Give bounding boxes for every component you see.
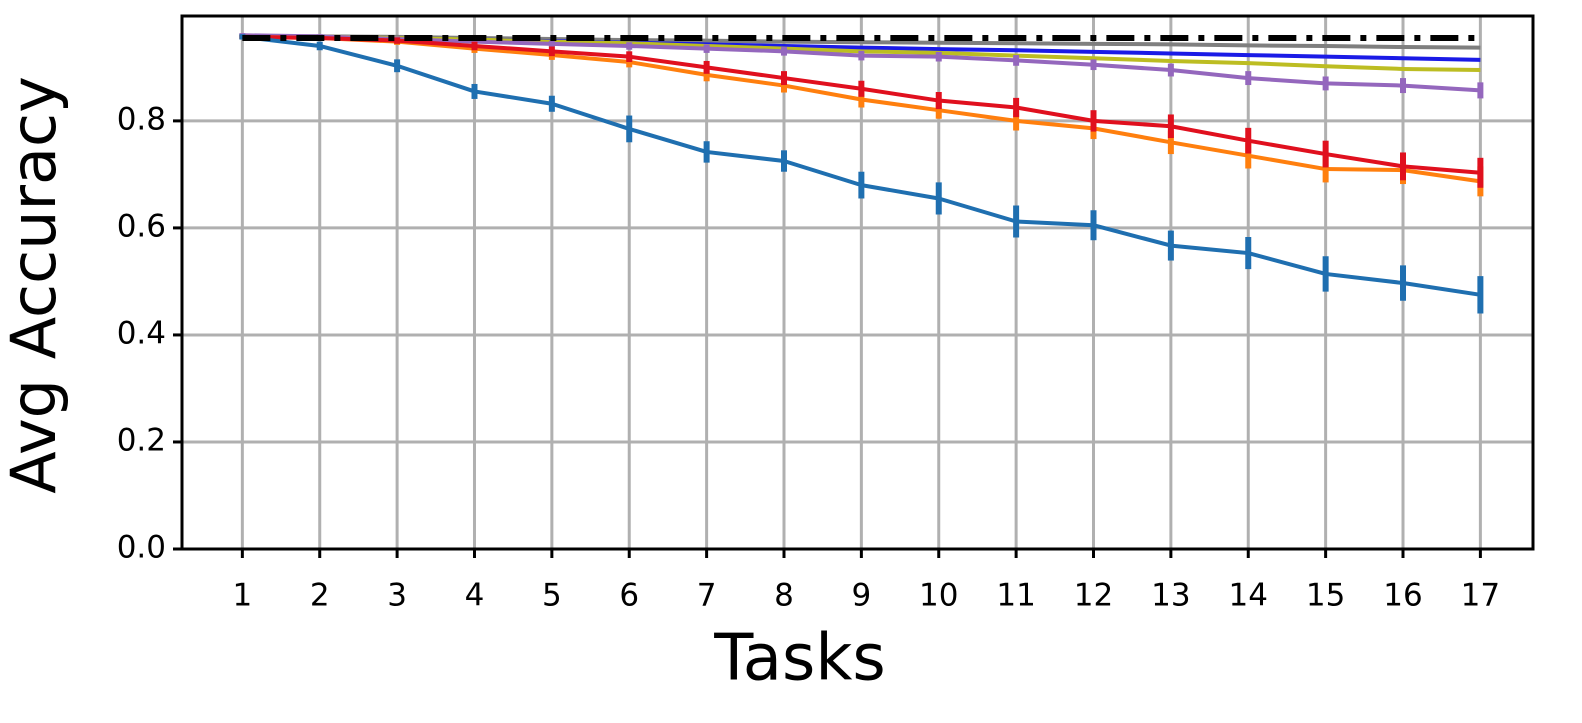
y-tick-label: 0.6 — [117, 208, 166, 244]
x-tick-label: 9 — [852, 578, 872, 614]
y-tick-label: 0.0 — [117, 530, 166, 566]
x-tick-label: 17 — [1461, 578, 1500, 614]
y-tick-label: 0.8 — [117, 101, 166, 137]
x-tick-label: 7 — [697, 578, 717, 614]
y-tick-label: 0.2 — [117, 422, 166, 458]
x-axis-label: Tasks — [713, 622, 885, 696]
x-tick-label: 12 — [1074, 578, 1113, 614]
x-tick-label: 2 — [310, 578, 330, 614]
x-tick-label: 8 — [774, 578, 794, 614]
x-tick-label: 11 — [996, 578, 1035, 614]
x-tick-label: 3 — [387, 578, 407, 614]
x-tick-label: 16 — [1383, 578, 1422, 614]
x-tick-label: 15 — [1306, 578, 1345, 614]
plot-frame — [180, 14, 1535, 551]
y-axis-label: Avg Accuracy — [0, 76, 70, 494]
x-tick-label: 14 — [1229, 578, 1268, 614]
x-tick-label: 13 — [1151, 578, 1190, 614]
x-tick-label: 4 — [465, 578, 485, 614]
y-tick-label: 0.4 — [117, 315, 166, 351]
x-tick-label: 5 — [542, 578, 562, 614]
x-tick-label: 10 — [919, 578, 958, 614]
x-tick-label: 1 — [232, 578, 252, 614]
x-tick-label: 6 — [619, 578, 639, 614]
